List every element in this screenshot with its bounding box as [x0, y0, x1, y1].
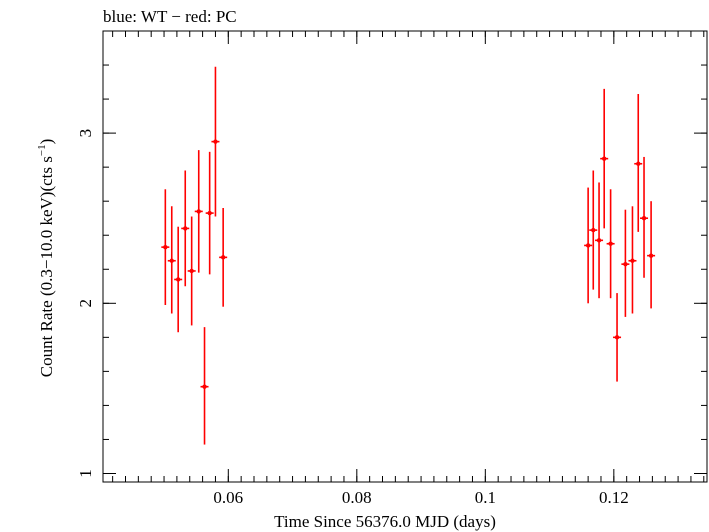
point-marker [601, 156, 607, 161]
chart-title: blue: WT − red: PC [103, 7, 237, 26]
point-marker [608, 241, 613, 246]
data-point [219, 207, 228, 307]
data-point [181, 170, 190, 287]
point-marker [614, 335, 620, 340]
data-point [640, 156, 649, 278]
y-tick-label: 3 [76, 129, 95, 138]
data-point [205, 151, 214, 275]
y-axis-label: Count Rate (0.3−10.0 keV)(cts s−1) [36, 139, 56, 378]
data-point [621, 209, 630, 317]
x-axis: 0.06 0.08 0.1 0.12 [112, 31, 705, 507]
point-marker [648, 253, 654, 258]
point-marker [213, 139, 218, 144]
point-marker [585, 243, 591, 248]
data-point [211, 66, 220, 217]
data-point [187, 216, 196, 326]
data-point [194, 150, 203, 273]
y-axis: 1 2 3 [76, 30, 707, 478]
y-tick-label: 2 [76, 299, 95, 308]
point-marker [596, 238, 602, 243]
y-axis-label-sup: −1 [36, 144, 48, 156]
x-tick-label: 0.08 [342, 488, 372, 507]
x-axis-label: Time Since 56376.0 MJD (days) [274, 512, 496, 531]
point-marker [196, 209, 201, 214]
point-marker [202, 384, 207, 389]
x-tick-label: 0.1 [475, 488, 496, 507]
data-point [174, 226, 183, 333]
plot-frame [102, 30, 708, 483]
data-layer [161, 66, 656, 445]
data-point [606, 189, 615, 299]
data-point [161, 189, 170, 306]
point-marker [163, 244, 168, 250]
y-axis-label-main: Count Rate (0.3−10.0 keV)(cts s [37, 156, 56, 377]
point-marker [641, 216, 647, 221]
x-tick-label: 0.12 [599, 488, 629, 507]
point-marker [591, 227, 596, 233]
data-point [589, 170, 598, 290]
data-point [600, 88, 609, 229]
data-point [167, 206, 176, 314]
y-axis-label-end: ) [37, 139, 56, 145]
data-point [200, 327, 209, 445]
point-marker [175, 277, 181, 282]
data-point [584, 187, 593, 304]
y-tick-label: 1 [76, 469, 95, 478]
point-marker [207, 210, 212, 216]
x-tick-label: 0.06 [213, 488, 243, 507]
point-marker [189, 268, 194, 274]
data-point [628, 206, 637, 314]
point-marker [183, 226, 188, 231]
point-marker [220, 255, 226, 260]
data-point [647, 201, 656, 309]
data-point [595, 182, 604, 299]
data-point [613, 293, 622, 382]
point-marker [636, 161, 641, 166]
point-marker [630, 258, 635, 263]
data-point [634, 93, 643, 232]
point-marker [623, 261, 628, 267]
point-marker [169, 258, 174, 263]
